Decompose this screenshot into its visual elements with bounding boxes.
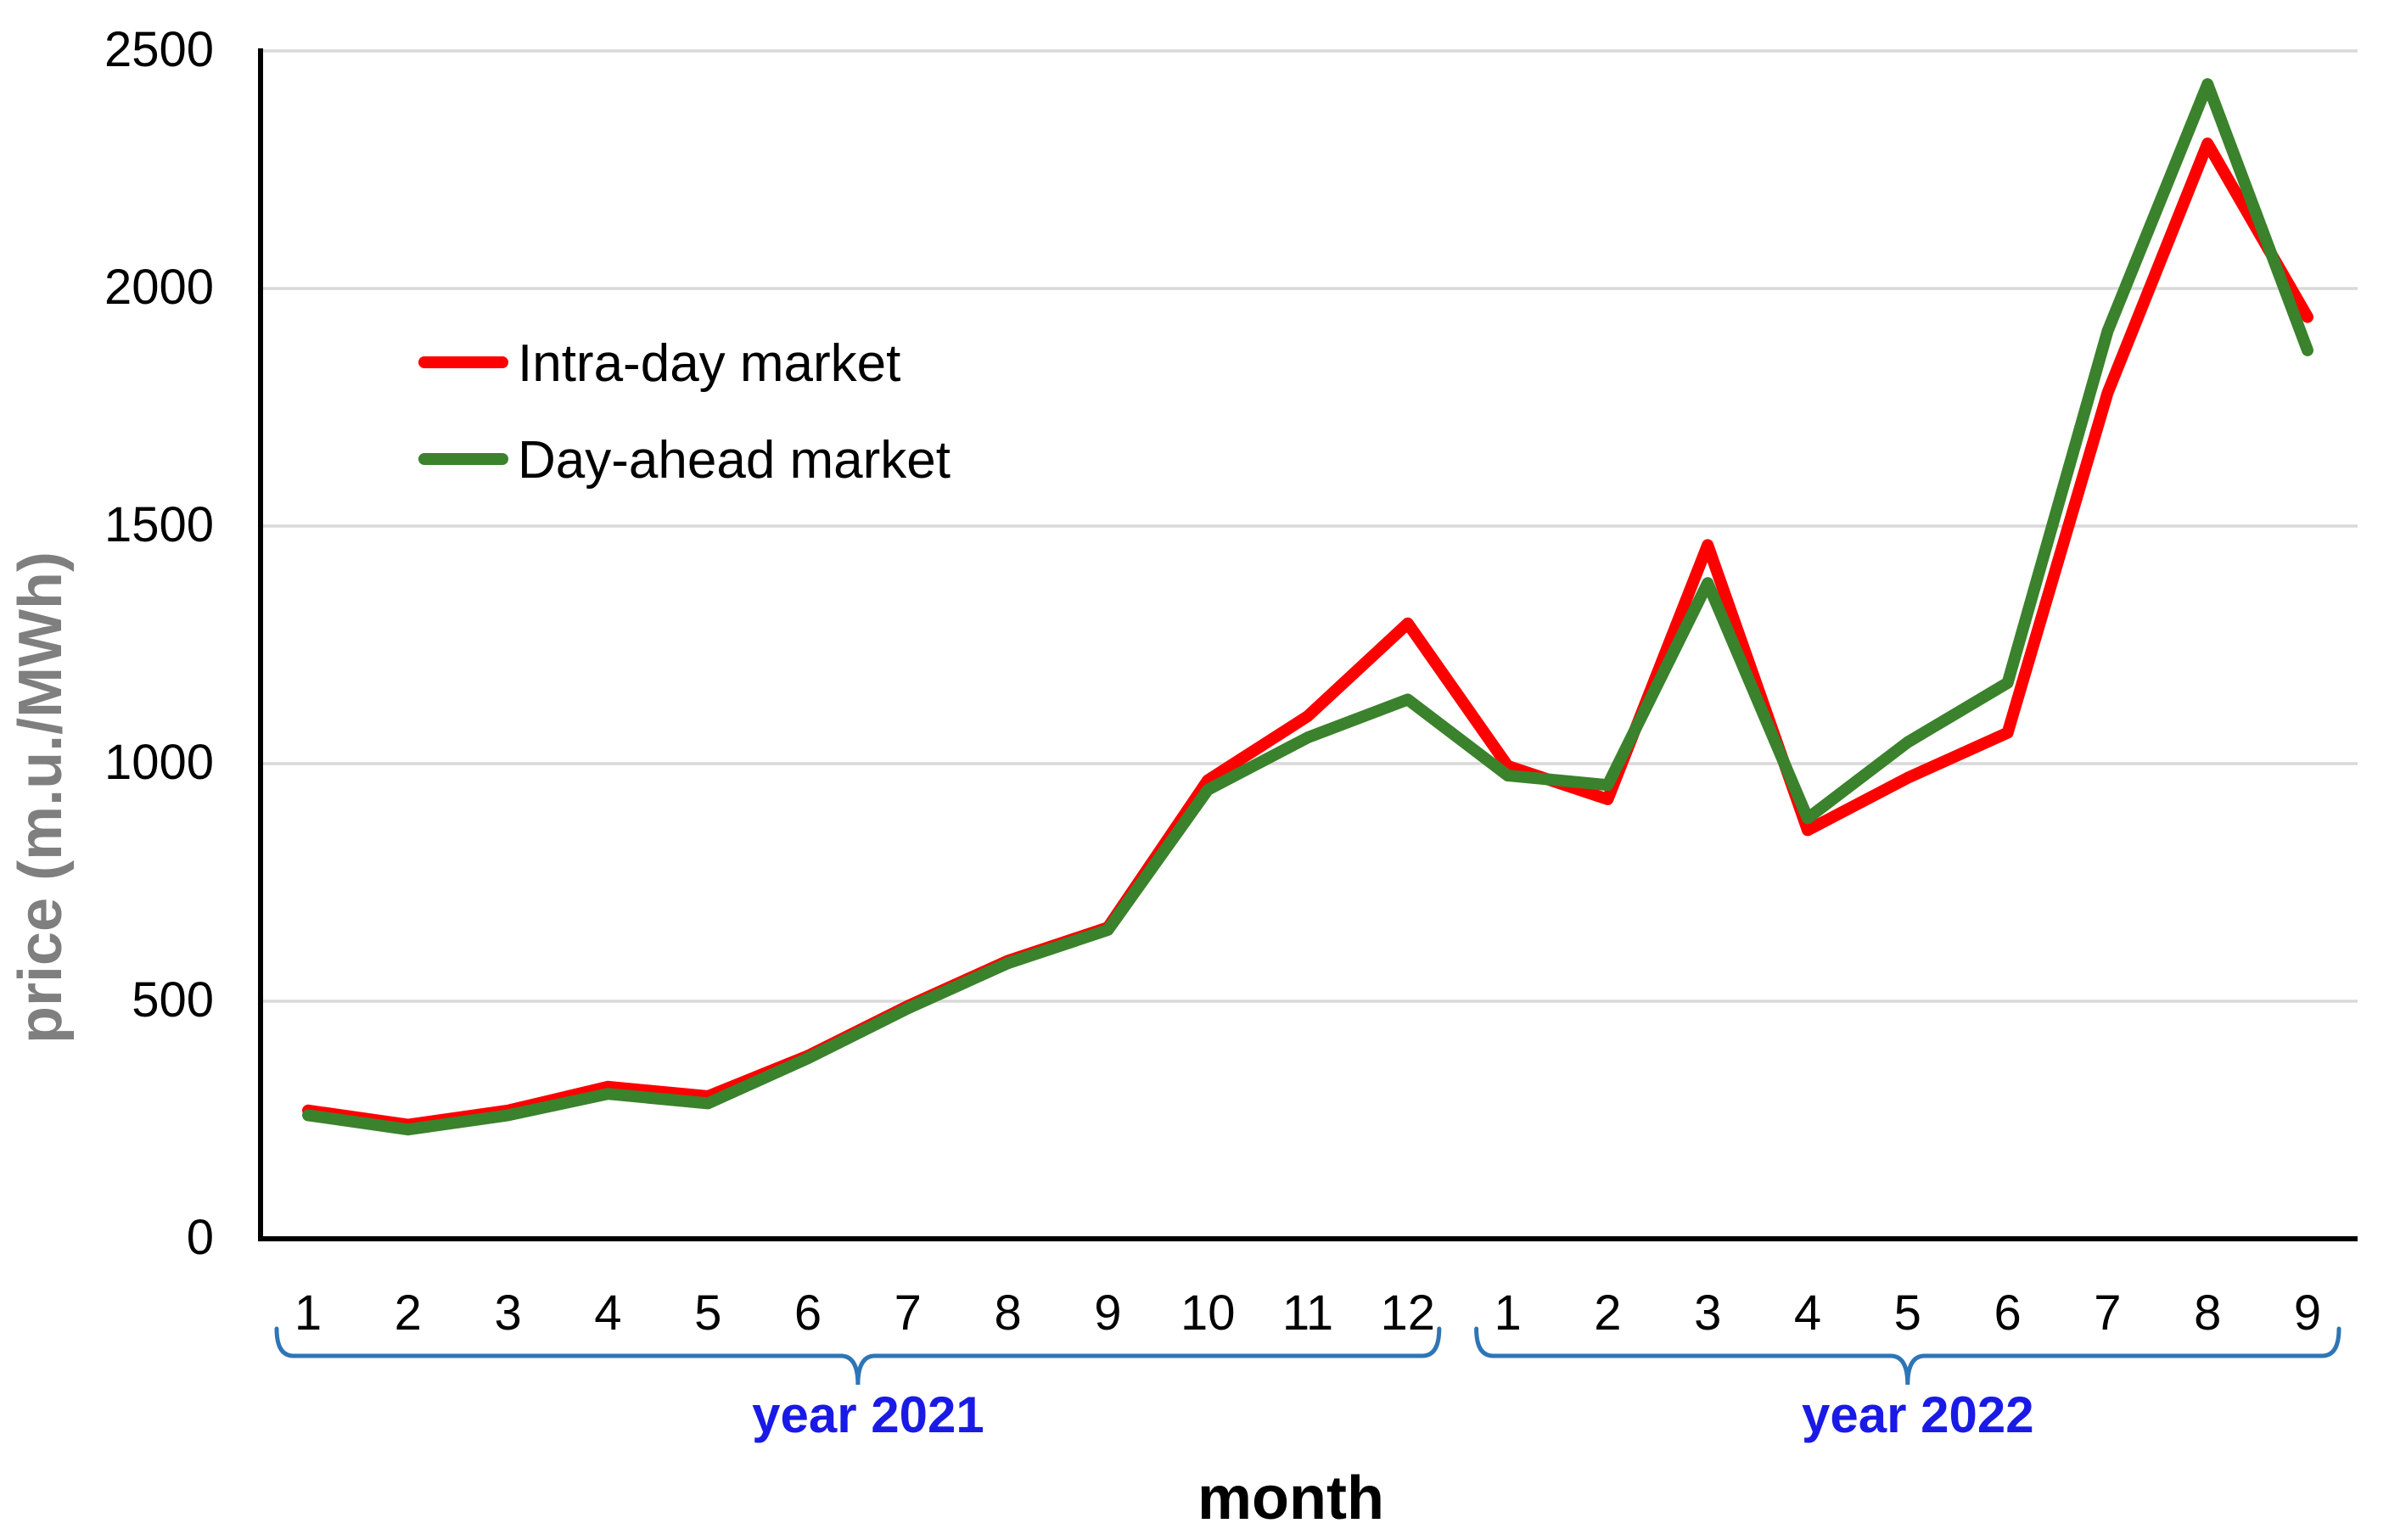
- y-axis-tick-labels: 0 500 1000 1500 2000 2500: [104, 22, 214, 1265]
- x-tick-label: 2: [1594, 1285, 1621, 1341]
- x-tick-label: 8: [994, 1285, 1021, 1341]
- gridlines: [261, 49, 2358, 1003]
- intra-day-series-line: [302, 137, 2313, 1131]
- x-tick-label: 1: [294, 1285, 322, 1341]
- data-series: [302, 78, 2313, 1136]
- x-tick-label: 9: [1094, 1285, 1121, 1341]
- x-tick-label: 3: [494, 1285, 521, 1341]
- x-tick-label: 5: [1894, 1285, 1921, 1341]
- x-tick-label: 10: [1180, 1285, 1236, 1341]
- x-tick-label: 6: [1994, 1285, 2021, 1341]
- legend-day-ahead-label: Day-ahead market: [518, 431, 951, 490]
- x-tick-label: 4: [1794, 1285, 1821, 1341]
- x-tick-label: 7: [894, 1285, 922, 1341]
- y-axis-title: price (m.u./MWh): [7, 552, 75, 1044]
- year-braces: year 2021 year 2022: [274, 1326, 2341, 1443]
- x-tick-label: 9: [2294, 1285, 2321, 1341]
- y-tick-label: 2500: [104, 22, 214, 77]
- x-axis-title: month: [1197, 1464, 1384, 1532]
- x-tick-label: 11: [1282, 1285, 1333, 1341]
- x-tick-label: 2: [395, 1285, 422, 1341]
- x-tick-label: 12: [1381, 1285, 1436, 1341]
- day-ahead-series-line: [302, 78, 2313, 1136]
- year-2022-brace: [1474, 1326, 2341, 1386]
- x-tick-label: 8: [2194, 1285, 2221, 1341]
- x-tick-label: 3: [1694, 1285, 1721, 1341]
- x-tick-label: 6: [794, 1285, 822, 1341]
- year-2021-brace: [274, 1326, 1442, 1386]
- axes: [258, 48, 2358, 1241]
- x-tick-label: 5: [694, 1285, 721, 1341]
- y-tick-label: 2000: [104, 260, 214, 315]
- y-tick-label: 500: [132, 972, 214, 1028]
- x-tick-label: 4: [594, 1285, 621, 1341]
- legend: Intra-day market Day-ahead market: [418, 334, 951, 490]
- year-2021-label: year 2021: [752, 1386, 984, 1443]
- x-tick-label: 7: [2094, 1285, 2121, 1341]
- year-2022-label: year 2022: [1802, 1386, 2034, 1443]
- legend-intra-day-label: Intra-day market: [518, 334, 900, 393]
- x-tick-label: 1: [1494, 1285, 1521, 1341]
- y-tick-label: 1500: [104, 497, 214, 552]
- x-axis-tick-labels: 1 2 3 4 5 6 7 8 9 10 11 12 1 2 3 4 5 6 7 8 9: [294, 1285, 2321, 1341]
- y-tick-label: 0: [187, 1210, 214, 1265]
- y-tick-label: 1000: [104, 735, 214, 790]
